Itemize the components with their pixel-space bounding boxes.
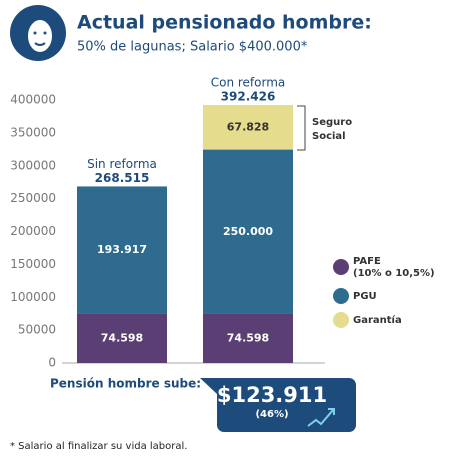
y-tick-label: 300000 bbox=[10, 158, 56, 172]
legend-label: PGU bbox=[353, 291, 377, 302]
y-tick-label: 400000 bbox=[10, 93, 56, 107]
y-tick-label: 150000 bbox=[10, 257, 56, 271]
y-tick-label: 100000 bbox=[10, 290, 56, 304]
avatar-icon bbox=[10, 5, 66, 61]
legend-swatch bbox=[333, 288, 349, 304]
category-label: Sin reforma bbox=[87, 157, 157, 171]
bar-segment bbox=[203, 313, 293, 363]
bracket-label: Social bbox=[312, 131, 346, 142]
footnote: * Salario al finalizar su vida laboral. bbox=[10, 441, 187, 452]
y-tick-label: 0 bbox=[48, 356, 56, 370]
bar-segment bbox=[203, 104, 293, 150]
callout-box bbox=[200, 378, 356, 432]
y-tick-label: 350000 bbox=[10, 125, 56, 139]
value-label: 193.917 bbox=[97, 243, 147, 256]
chart-subtitle: 50% de lagunas; Salario $400.000* bbox=[77, 40, 308, 55]
bar-segment bbox=[77, 313, 167, 363]
bracket-label: Seguro bbox=[312, 117, 352, 128]
value-label: 74.598 bbox=[101, 331, 143, 344]
y-tick-label: 50000 bbox=[18, 323, 56, 337]
increase-percent: (46%) bbox=[255, 409, 288, 420]
chart-title: Actual pensionado hombre: bbox=[77, 12, 372, 34]
y-tick-label: 250000 bbox=[10, 191, 56, 205]
legend-label: PAFE bbox=[353, 256, 381, 267]
legend-swatch bbox=[333, 259, 349, 275]
bracket bbox=[297, 105, 306, 151]
bar-segment bbox=[203, 149, 293, 314]
increase-label: Pensión hombre sube: bbox=[50, 377, 201, 391]
legend-swatch bbox=[333, 312, 349, 328]
increase-value: $123.911 bbox=[217, 383, 327, 407]
bar-segment bbox=[77, 186, 167, 314]
category-label: Con reforma bbox=[211, 75, 286, 89]
legend-label: Garantía bbox=[353, 314, 402, 326]
trend-icon bbox=[307, 408, 335, 427]
y-tick-label: 200000 bbox=[10, 224, 56, 238]
legend-note: (10% o 10,5%) bbox=[353, 268, 435, 279]
value-label: 250.000 bbox=[223, 225, 273, 238]
value-label: 67.828 bbox=[227, 120, 269, 133]
total-label: 392.426 bbox=[221, 89, 276, 103]
value-label: 74.598 bbox=[227, 331, 269, 344]
total-label: 268.515 bbox=[95, 171, 150, 185]
